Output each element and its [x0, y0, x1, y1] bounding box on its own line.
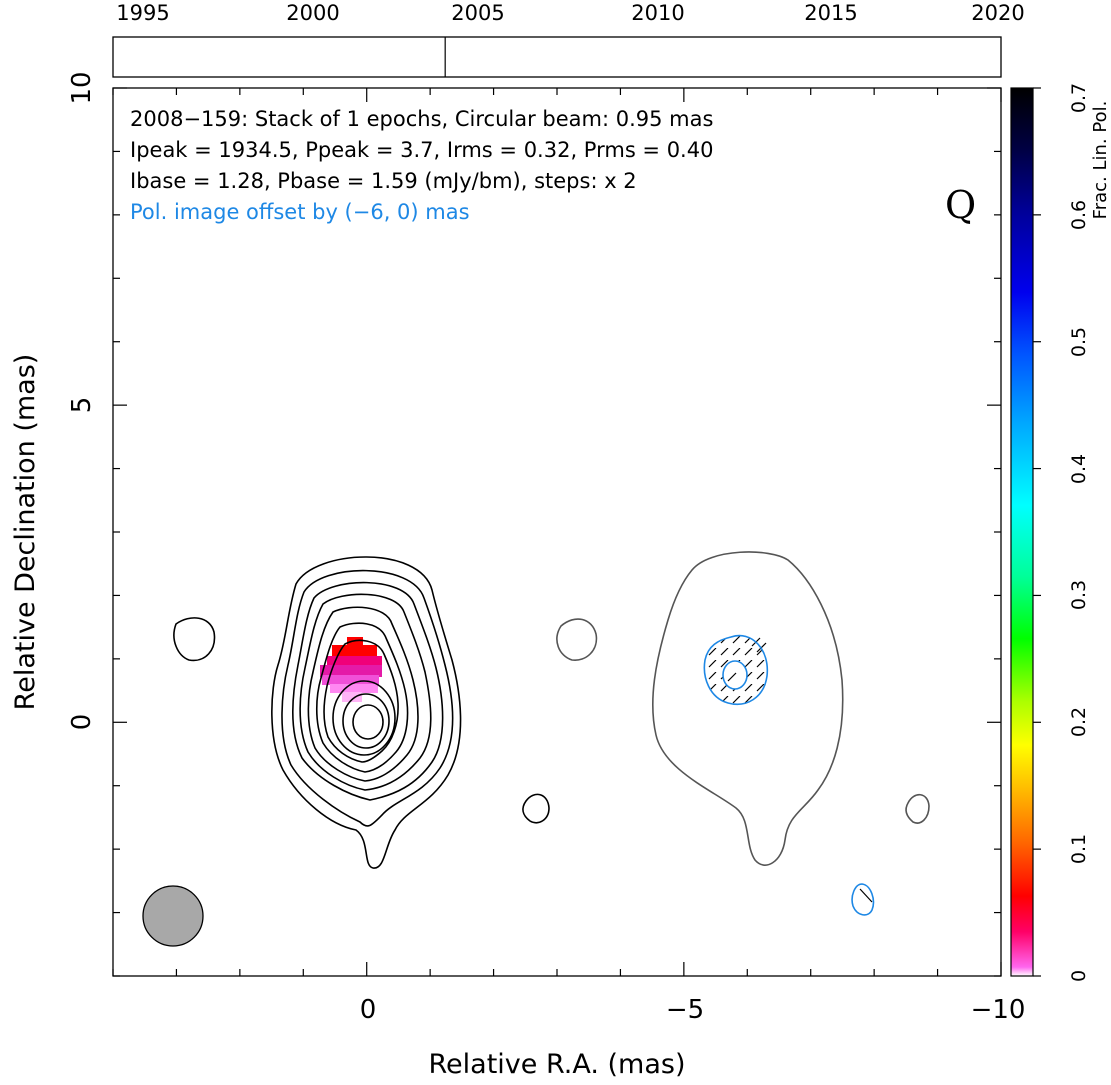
colorbar-tick-label: 0.4	[1068, 454, 1090, 484]
colorbar-tick-label: 0.1	[1068, 834, 1090, 864]
timeline-tick-label: 2010	[631, 1, 684, 25]
contour-blob	[522, 793, 550, 824]
colorbar-tick-label: 0.2	[1068, 707, 1090, 737]
y-axis-label: Relative Declination (mas)	[10, 354, 41, 711]
pol-offset-note: Pol. image offset by (−6, 0) mas	[130, 200, 470, 224]
contour-level-4	[299, 593, 432, 791]
frac-pol-pixel	[327, 656, 382, 667]
pol-i-contours	[556, 551, 930, 866]
map-content	[142, 551, 930, 947]
colorbar-tick-label: 0.7	[1068, 83, 1090, 113]
pol-p-blob	[851, 883, 875, 916]
evpa-stick	[727, 672, 737, 682]
map-annotations: 2008−159: Stack of 1 epochs, Circular be…	[130, 107, 976, 227]
frac-pol-pixel	[320, 665, 382, 677]
timeline-frame	[112, 36, 1002, 78]
contour-level-7	[323, 639, 399, 763]
frac-pol-pixel	[322, 675, 379, 685]
quality-flag: Q	[945, 183, 976, 227]
pol-i-blob	[905, 793, 930, 824]
contour-level-6	[316, 622, 409, 773]
evpa-stick	[859, 888, 873, 903]
y-tick-label: 10	[67, 71, 97, 104]
contour-level-3	[292, 581, 444, 801]
title-line-2: Ipeak = 1934.5, Ppeak = 3.7, Irms = 0.32…	[130, 138, 713, 162]
colorbar: 0 0.1 0.2 0.3 0.4 0.5 0.6 0.7 Frac. Lin.…	[1010, 83, 1111, 982]
frac-pol-pixel	[332, 645, 377, 658]
pol-p-contour-inner	[722, 660, 748, 690]
title-line-3: Ibase = 1.28, Pbase = 1.59 (mJy/bm), ste…	[130, 169, 637, 193]
timeline-tick-label: 2015	[804, 1, 857, 25]
x-tick-label: −10	[971, 995, 1026, 1025]
contour-level-5	[307, 606, 419, 782]
x-tick-label: −5	[666, 995, 704, 1025]
title-line-1: 2008−159: Stack of 1 epochs, Circular be…	[130, 107, 713, 131]
frac-pol-pixels	[320, 637, 382, 702]
colorbar-label: Frac. Lin. Pol.	[1090, 101, 1111, 220]
stokes-i-contours	[173, 556, 550, 869]
y-tick-label: 5	[67, 397, 97, 414]
contour-level-10	[352, 704, 384, 740]
y-axis: 0 5 10 Relative Declination (mas)	[10, 71, 97, 730]
x-axis: 0 −5 −10 Relative R.A. (mas)	[360, 995, 1026, 1080]
x-tick-label: 0	[360, 995, 377, 1025]
timeline-tick-label: 2005	[451, 1, 504, 25]
frac-pol-pixel	[347, 637, 363, 647]
map-ticks	[112, 87, 1002, 977]
contour-level-1	[271, 556, 462, 869]
beam-ellipse	[142, 885, 204, 947]
y-tick-label: 0	[67, 714, 97, 731]
frac-pol-pixel	[342, 692, 362, 702]
epoch-timeline: 1995 2000 2005 2010 2015 2020	[112, 1, 1025, 78]
pol-p-contour-outer	[703, 634, 769, 705]
pol-i-blob	[556, 618, 598, 661]
timeline-tick-label: 2020	[971, 1, 1024, 25]
frac-pol-pixel	[330, 684, 378, 693]
pol-i-contour	[651, 551, 844, 866]
timeline-tick-label: 1995	[116, 1, 169, 25]
x-axis-label: Relative R.A. (mas)	[429, 1049, 686, 1080]
contour-level-9	[342, 693, 390, 749]
pol-p-contours	[703, 634, 875, 916]
contour-level-2	[281, 569, 454, 827]
timeline-tick-label: 2000	[286, 1, 339, 25]
colorbar-scale	[1010, 87, 1034, 977]
colorbar-tick-label: 0.3	[1068, 580, 1090, 610]
colorbar-tick-label: 0	[1068, 970, 1090, 982]
contour-blob	[173, 617, 216, 662]
colorbar-tick-label: 0.5	[1068, 327, 1090, 357]
contour-level-8	[332, 680, 396, 756]
colorbar-tick-label: 0.6	[1068, 200, 1090, 230]
